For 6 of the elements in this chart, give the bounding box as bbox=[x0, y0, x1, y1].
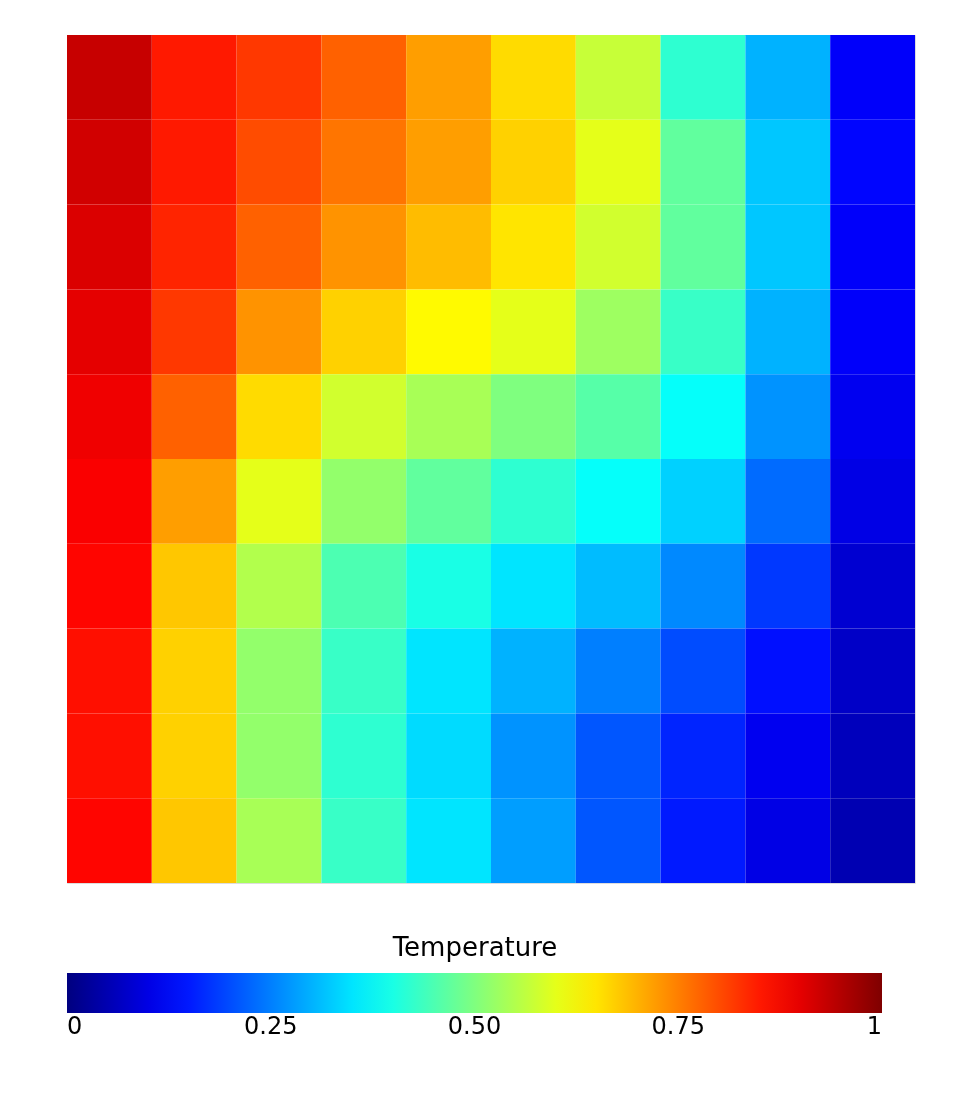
color-bar-label: 0 bbox=[67, 1012, 83, 1040]
color-bar-label: 0.25 bbox=[244, 1012, 298, 1040]
color-bar-label: 1 bbox=[866, 1012, 882, 1040]
color-bar-title: Temperature bbox=[391, 932, 558, 962]
color-bar-label: 0.50 bbox=[447, 1012, 502, 1040]
color-bar-label: 0.75 bbox=[651, 1012, 705, 1040]
